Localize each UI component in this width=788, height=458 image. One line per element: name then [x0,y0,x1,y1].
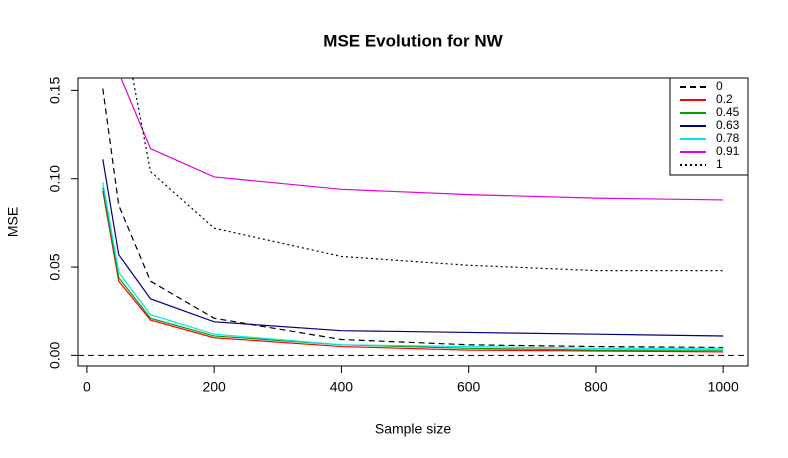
legend-label: 0.2 [716,92,733,106]
x-tick-label: 800 [584,379,608,395]
legend-label: 1 [716,157,723,171]
y-tick-label: 0.15 [47,77,63,104]
series-line [102,182,724,349]
y-tick-label: 0.10 [47,165,63,192]
legend-label: 0.78 [716,131,740,145]
x-axis-label: Sample size [375,421,451,437]
series-line [102,88,724,349]
series-line [102,187,724,351]
y-tick-label: 0.05 [47,253,63,280]
legend-label: 0.91 [716,144,740,158]
x-tick-label: 0 [83,379,91,395]
plot-area [78,78,748,356]
chart-title: MSE Evolution for NW [323,31,503,50]
x-tick-label: 400 [330,379,354,395]
series-line [132,78,724,272]
legend-label: 0 [716,79,723,93]
series-line [120,78,724,201]
x-tick-label: 600 [457,379,481,395]
y-tick-label: 0.00 [47,342,63,369]
x-tick-label: 200 [202,379,226,395]
plot-frame [77,77,749,367]
series-line [102,159,724,337]
legend-label: 0.45 [716,105,740,119]
series-line [102,190,724,353]
x-tick-label: 1000 [708,379,739,395]
y-axis-label: MSE [5,207,21,237]
legend-label: 0.63 [716,118,740,132]
